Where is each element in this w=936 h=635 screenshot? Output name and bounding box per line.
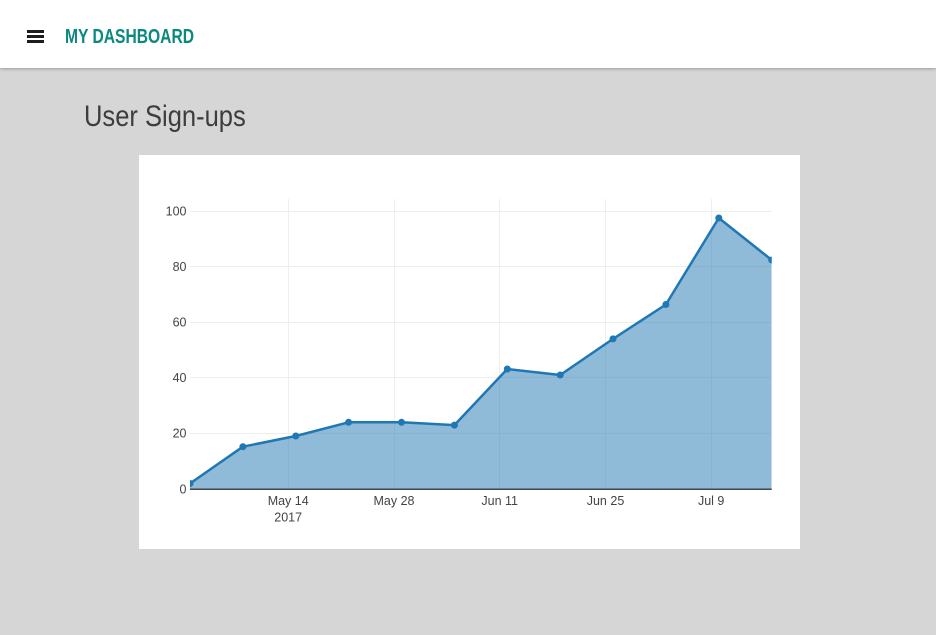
svg-text:0: 0 <box>180 482 187 496</box>
svg-text:60: 60 <box>173 315 187 329</box>
svg-text:2017: 2017 <box>274 510 302 524</box>
svg-text:May 14: May 14 <box>268 494 309 508</box>
svg-text:80: 80 <box>173 259 187 273</box>
svg-text:40: 40 <box>173 371 187 385</box>
svg-text:100: 100 <box>166 204 187 218</box>
svg-text:Jul 9: Jul 9 <box>698 494 724 508</box>
svg-text:20: 20 <box>173 426 187 440</box>
svg-text:Jun 11: Jun 11 <box>481 494 518 508</box>
svg-text:May 28: May 28 <box>374 494 415 508</box>
svg-text:Jun 25: Jun 25 <box>587 494 625 508</box>
